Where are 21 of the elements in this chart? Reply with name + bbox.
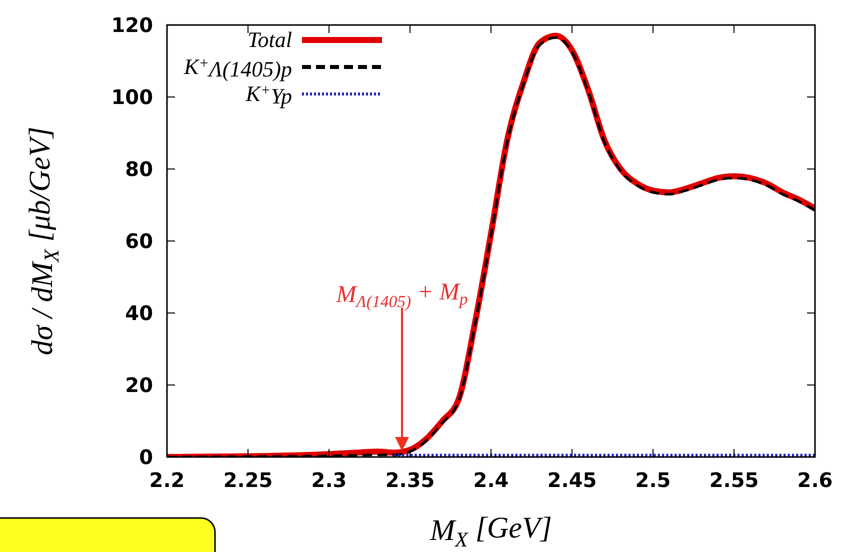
annotation: M$_{Λ(1405)}$ + M$_{p}$ <box>335 280 468 311</box>
x-tick-label: 2.5 <box>635 468 671 492</box>
legend-label: K$^{+}$Yp <box>244 81 292 109</box>
x-tick-label: 2.45 <box>547 468 597 492</box>
legend-label: K$^{+}$Λ(1405)p <box>182 54 292 82</box>
x-tick-label: 2.35 <box>385 468 435 492</box>
y-tick-label: 20 <box>125 373 153 397</box>
x-tick-label: 2.3 <box>311 468 347 492</box>
y-tick-label: 80 <box>125 157 153 181</box>
y-tick-label: 0 <box>139 445 153 469</box>
x-tick-label: 2.55 <box>709 468 759 492</box>
y-tick-label: 120 <box>111 13 153 37</box>
x-tick-label: 2.25 <box>223 468 273 492</box>
x-tick-label: 2.4 <box>473 468 509 492</box>
x-tick-label: 2.6 <box>797 468 833 492</box>
y-tick-label: 60 <box>125 229 153 253</box>
y-tick-label: 100 <box>111 85 153 109</box>
x-axis-title: M$_{X}$ [GeV] <box>429 511 552 552</box>
legend-label: Total <box>248 27 292 52</box>
x-tick-label: 2.2 <box>149 468 185 492</box>
y-tick-label: 40 <box>125 301 153 325</box>
